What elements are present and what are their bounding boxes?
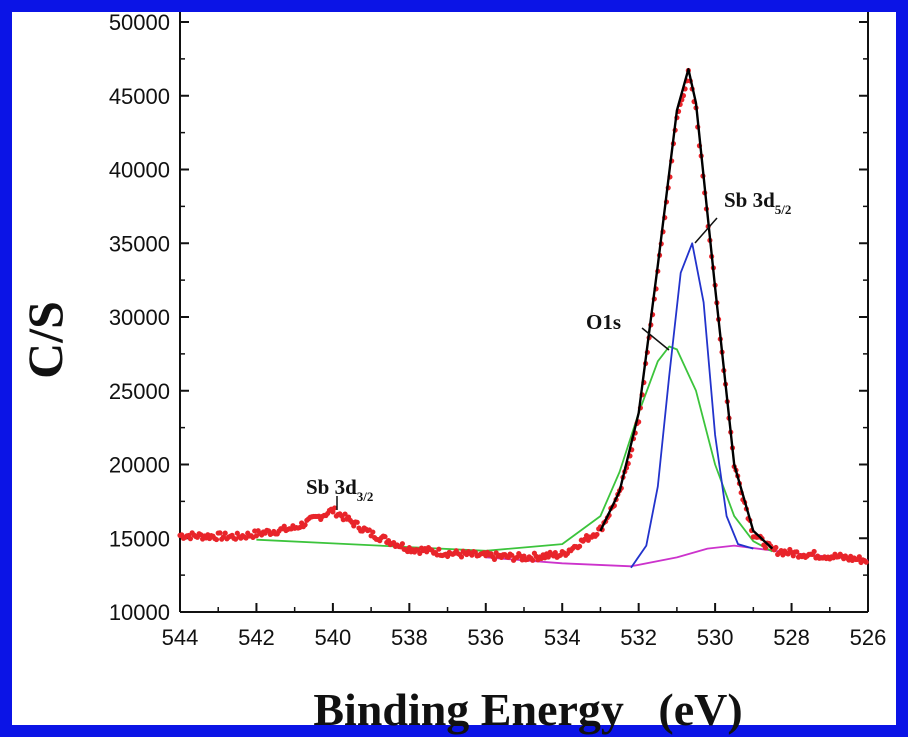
x-tick-label: 534 <box>544 625 581 650</box>
x-tick-label: 526 <box>850 625 887 650</box>
y-tick-label: 45000 <box>109 84 170 109</box>
x-tick-label: 530 <box>697 625 734 650</box>
data-point <box>399 541 405 547</box>
y-tick-label: 20000 <box>109 453 170 478</box>
annotation-text: O1s <box>586 310 621 334</box>
data-point <box>762 545 769 551</box>
y-tick-label: 10000 <box>109 600 170 625</box>
annotation-leader <box>694 217 718 244</box>
x-tick-label: 532 <box>620 625 657 650</box>
data-point <box>594 531 600 538</box>
annotation-leader <box>641 327 670 351</box>
series-line <box>599 68 774 550</box>
data-point <box>509 552 515 558</box>
y-axis-label: C/S <box>17 301 73 379</box>
y-tick-label: 30000 <box>109 305 170 330</box>
data-point <box>187 536 194 542</box>
series-group <box>177 67 869 569</box>
data-point <box>354 519 360 525</box>
x-tick-label: 540 <box>315 625 352 650</box>
data-point <box>458 554 465 560</box>
annotation-label: Sb 3d5/2 <box>724 188 791 217</box>
data-point <box>385 537 392 544</box>
data-point <box>281 523 287 529</box>
data-point <box>436 546 442 552</box>
y-tick-label: 15000 <box>109 526 170 551</box>
data-point <box>302 522 308 528</box>
data-point <box>552 549 558 556</box>
x-tick-label: 536 <box>467 625 504 650</box>
data-point <box>530 557 536 563</box>
x-axis-label: Binding Energy (eV) <box>313 684 742 735</box>
annotation-text: Sb 3d <box>724 188 775 212</box>
annotation-label: Sb 3d3/2 <box>306 475 373 504</box>
data-point <box>863 559 869 565</box>
series-line <box>630 242 754 569</box>
y-tick-label: 35000 <box>109 231 170 256</box>
y-tick-label: 25000 <box>109 379 170 404</box>
data-point <box>811 548 817 555</box>
data-point <box>856 554 862 560</box>
data-point <box>794 549 800 555</box>
data-point <box>773 544 779 551</box>
data-point <box>382 534 388 540</box>
data-point <box>217 530 223 536</box>
y-tick-label: 50000 <box>109 10 170 35</box>
annotation-label: O1s <box>586 310 621 334</box>
y-tick-label: 40000 <box>109 158 170 183</box>
data-point <box>417 550 423 557</box>
axes <box>179 12 869 613</box>
y-ticks: 10000 15000 20000 25000 30000 35000 40000 45000… <box>109 10 868 625</box>
x-tick-label: 544 <box>162 625 199 650</box>
data-point <box>213 536 220 543</box>
x-tick-label: 538 <box>391 625 428 650</box>
x-ticks: 544 542 540 538 536 534 532 530 528 526 <box>162 603 887 650</box>
data-point <box>332 505 338 511</box>
annotation-text: Sb 3d <box>306 475 357 499</box>
data-point <box>576 543 583 549</box>
x-tick-label: 528 <box>773 625 810 650</box>
annotation-subscript: 3/2 <box>357 489 374 504</box>
data-point <box>370 529 376 535</box>
series-line <box>256 345 773 553</box>
data-point <box>444 553 451 560</box>
data-point <box>222 530 228 536</box>
data-point <box>491 556 498 563</box>
data-point <box>342 511 348 517</box>
annotation-subscript: 5/2 <box>775 202 792 217</box>
x-tick-label: 542 <box>238 625 275 650</box>
data-point <box>330 509 336 515</box>
